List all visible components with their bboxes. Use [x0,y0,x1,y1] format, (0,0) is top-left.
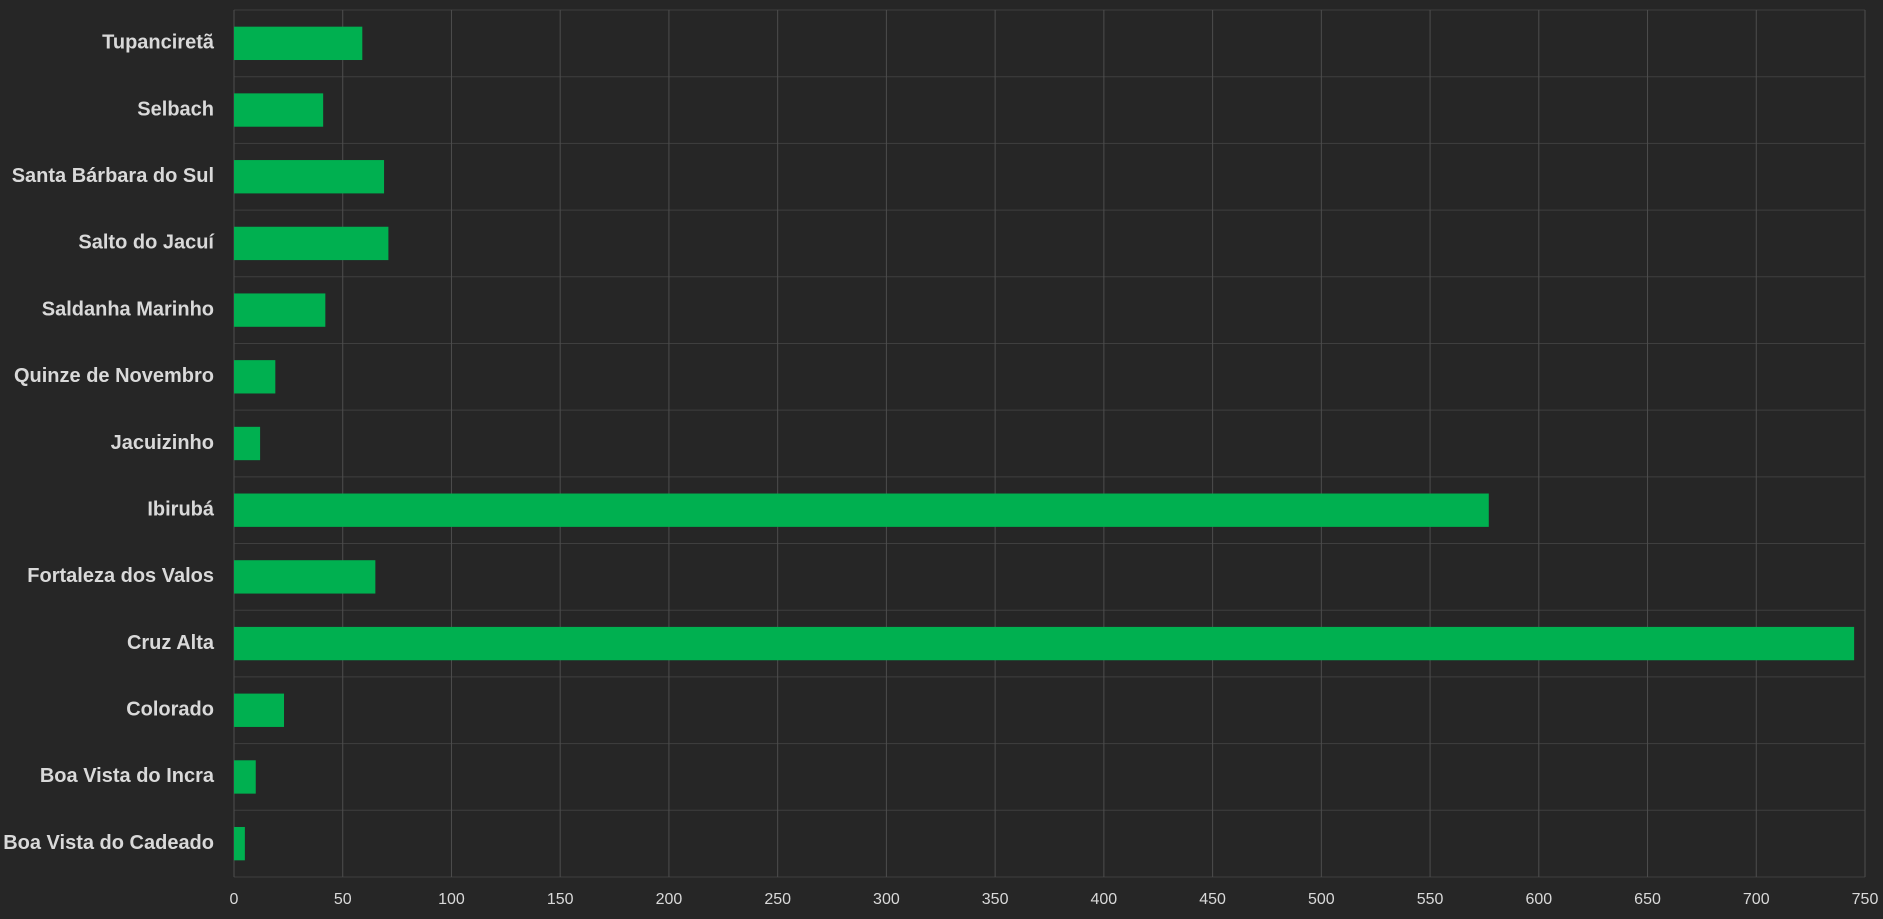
x-tick-label: 400 [1091,891,1118,908]
y-tick-label: Saldanha Marinho [42,298,214,320]
bar [234,293,326,327]
bar [234,160,385,194]
x-tick-label: 450 [1199,891,1226,908]
bar [234,626,1855,661]
x-tick-label: 150 [547,891,574,908]
x-tick-label: 100 [438,891,465,908]
bar [234,93,324,127]
y-tick-label: Fortaleza dos Valos [27,565,214,587]
x-tick-label: 650 [1634,891,1661,908]
x-tick-label: 350 [982,891,1009,908]
y-tick-label: Selbach [137,98,214,120]
x-tick-label: 600 [1525,891,1552,908]
y-tick-label: Salto do Jacuí [78,232,215,254]
y-tick-label: Boa Vista do Cadeado [3,832,214,854]
x-tick-label: 0 [230,891,239,908]
bar [234,493,1489,527]
x-tick-label: 50 [334,891,352,908]
y-tick-label: Tupanciretã [102,32,215,54]
y-tick-label: Santa Bárbara do Sul [12,165,214,187]
y-tick-label: Jacuizinho [111,432,214,454]
y-tick-label: Ibirubá [147,498,215,520]
y-tick-label: Colorado [126,699,214,721]
x-tick-label: 550 [1417,891,1444,908]
x-tick-label: 500 [1308,891,1335,908]
x-tick-label: 750 [1852,891,1879,908]
bar [234,760,256,794]
x-tick-label: 700 [1743,891,1770,908]
bar [234,360,276,394]
y-tick-label: Quinze de Novembro [14,365,214,387]
y-tick-label: Boa Vista do Incra [40,765,215,787]
x-tick-label: 200 [656,891,683,908]
x-tick-label: 250 [764,891,791,908]
bar [234,26,363,61]
y-tick-label: Cruz Alta [127,632,215,654]
bar [234,560,376,594]
bar [234,426,261,461]
bar [234,826,245,861]
bar [234,226,389,261]
x-tick-label: 300 [873,891,900,908]
bar [234,693,285,727]
